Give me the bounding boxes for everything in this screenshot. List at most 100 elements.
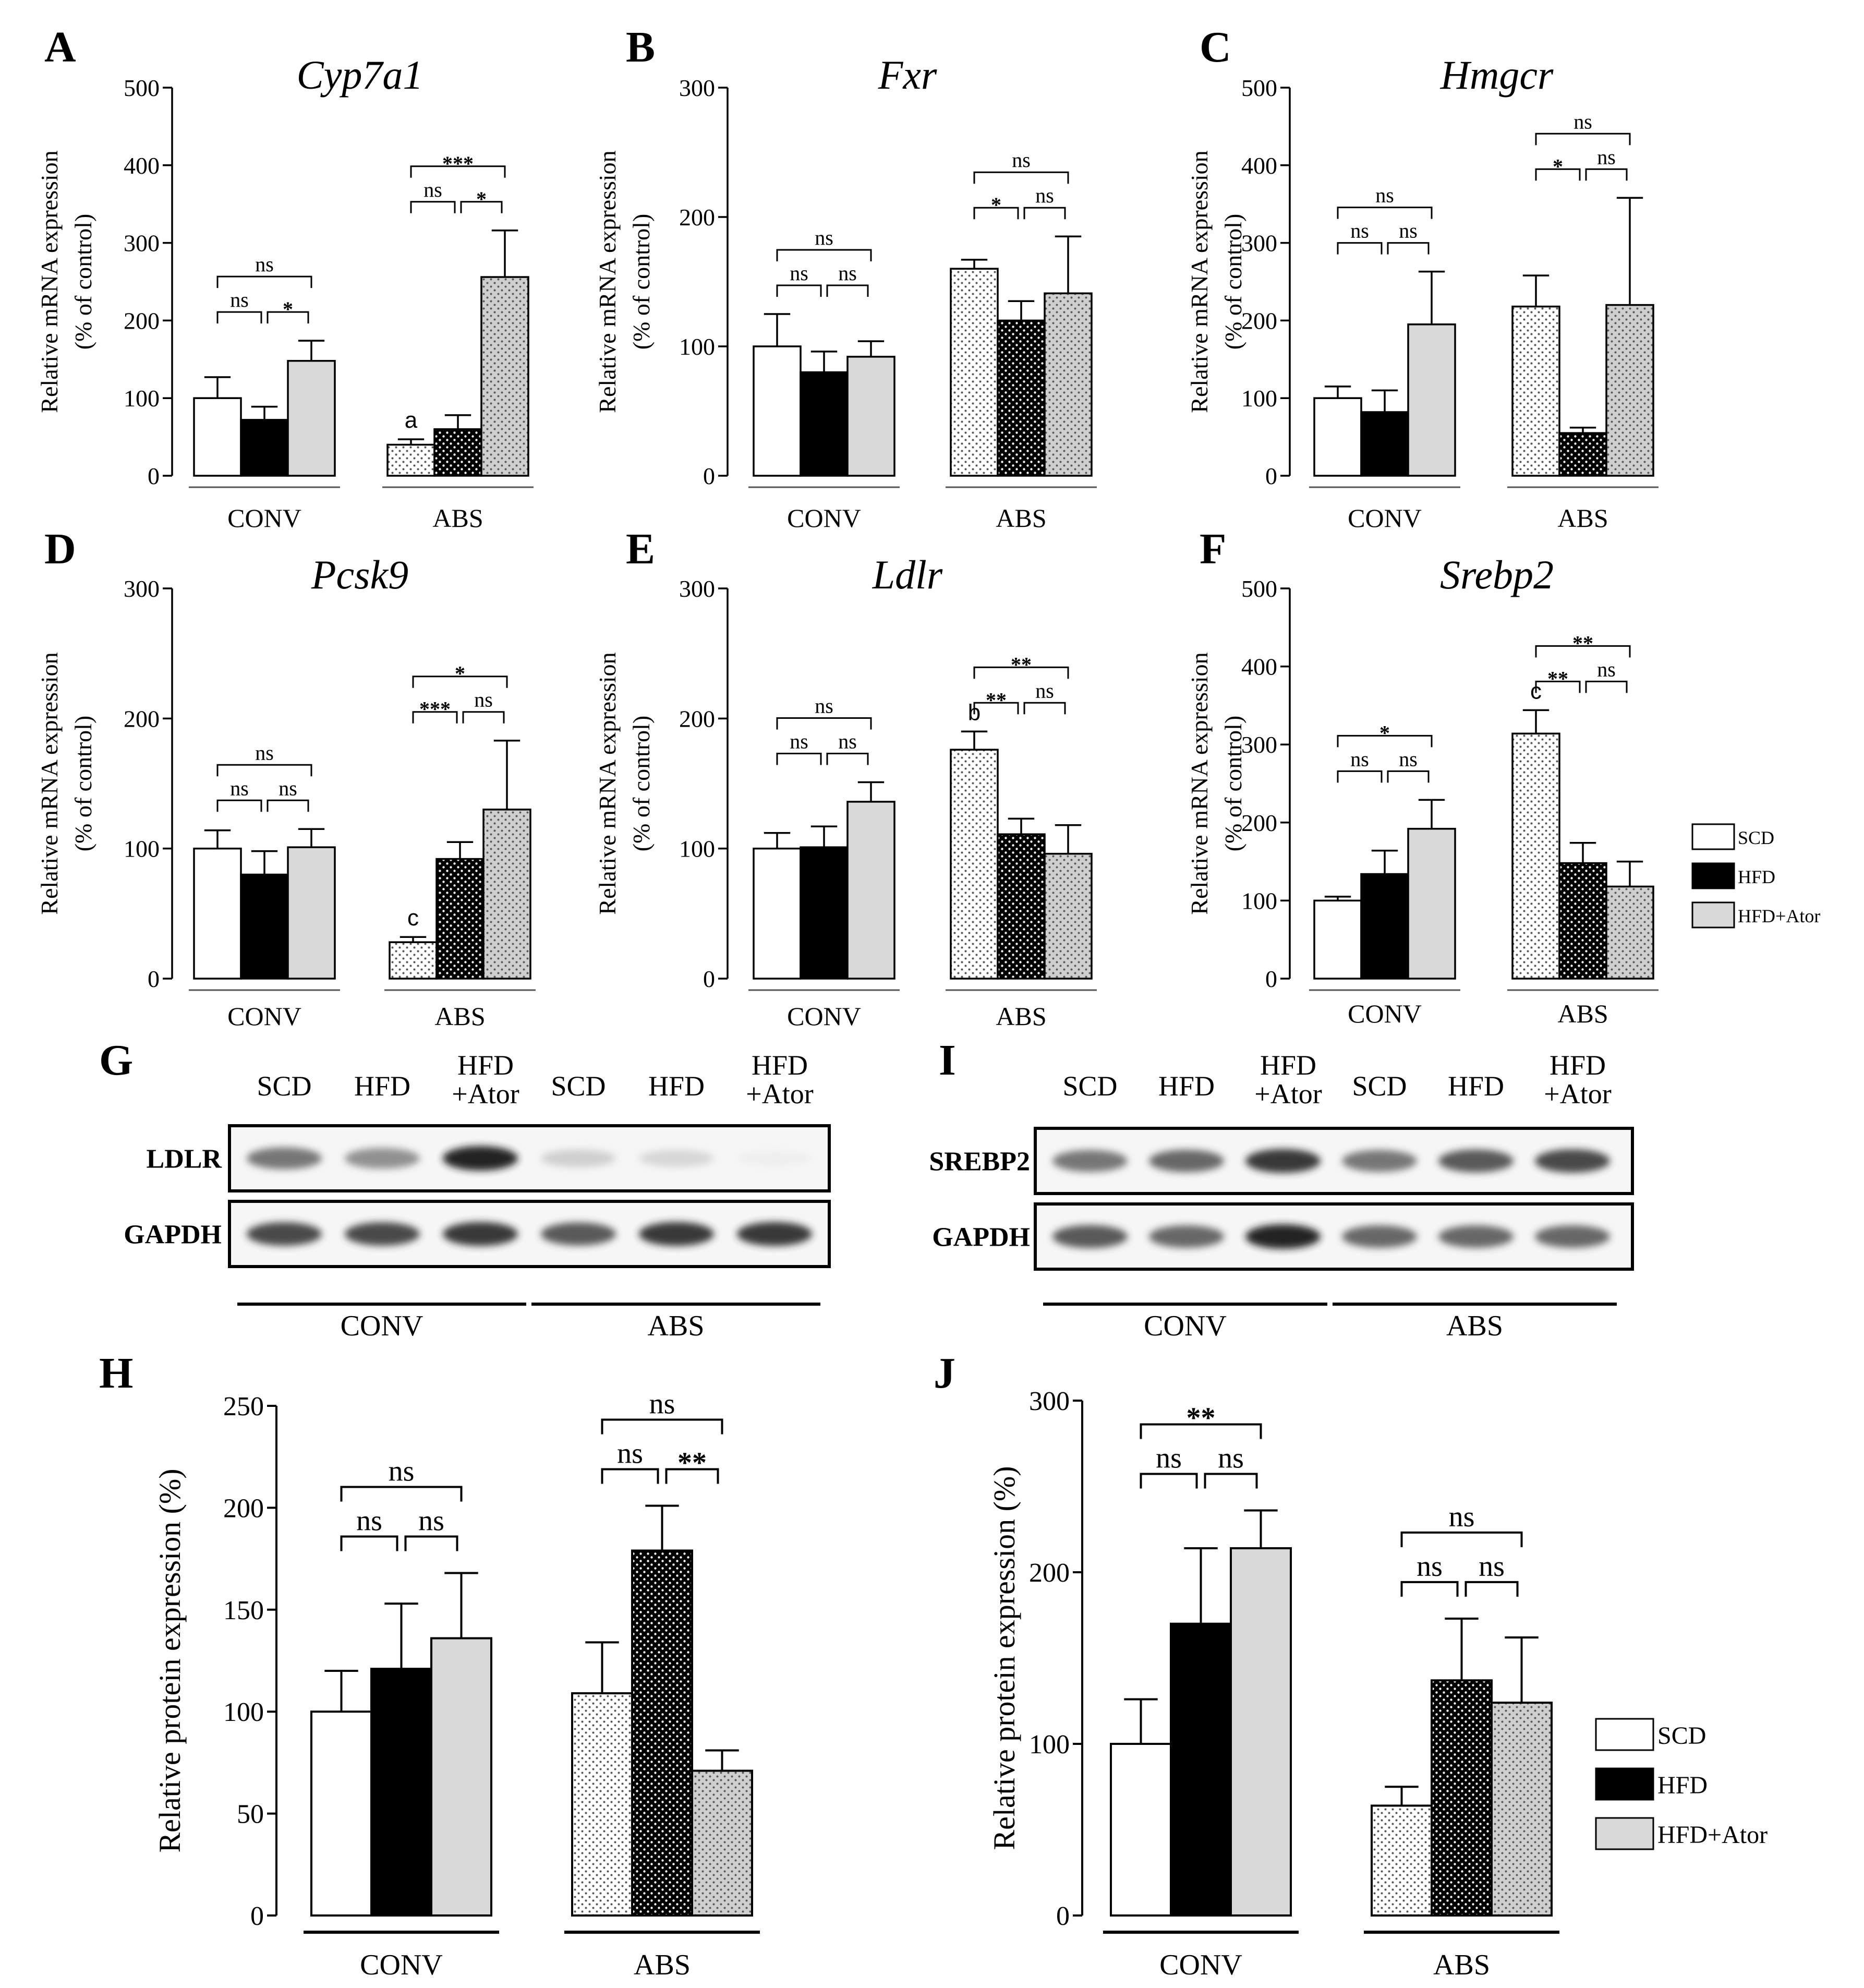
- blot-i-group-label-abs: ABS: [1446, 1310, 1503, 1342]
- panel-a-bracket-5: [410, 165, 506, 178]
- blot-i-letter: I: [939, 1036, 956, 1085]
- blot-i-band-srebp2-4: [1438, 1149, 1514, 1173]
- blot-i-band-gapdh-5: [1535, 1225, 1610, 1248]
- blot-i-band-srebp2-0: [1052, 1150, 1128, 1172]
- panel-f-sig-label-5: **: [1572, 631, 1593, 655]
- panel-j-sig-label-4: ns: [1479, 1550, 1505, 1583]
- panel-h-sig-label-5: ns: [649, 1388, 675, 1420]
- panel-d-sig-label-5: *: [455, 662, 465, 685]
- panel-d-bar-letter-0: c: [407, 905, 419, 931]
- panel-e-sig-label-2: ns: [815, 694, 833, 718]
- panel-a-bar-scd-conv: [193, 397, 242, 477]
- panel-j-tick-label-1: 100: [1029, 1730, 1070, 1760]
- panel-a-bracket-0: [216, 311, 262, 324]
- legend-label-hfd: HFD: [1738, 866, 1775, 887]
- panel-c-sig-label-1: ns: [1399, 219, 1418, 243]
- panel-d-tick-label-1: 100: [124, 836, 160, 862]
- blot-i-row-box-srebp2: [1034, 1127, 1634, 1195]
- panel-e-bracket-2: [776, 717, 872, 730]
- panel-j-bar-hfd-ator-abs: [1491, 1702, 1553, 1917]
- panel-e-ylabel-2: (% of control): [628, 716, 655, 852]
- legend-swatch-scd: [1691, 823, 1735, 850]
- panel-e-bar-scd-abs: [950, 749, 999, 980]
- panel-e-bracket-4: [1023, 702, 1066, 715]
- panel-a: A Cyp7a1 0 100 200 300 400 500 Relative mRNA exp…: [36, 23, 534, 533]
- blot-i-lane-2-line1: HFD: [1260, 1050, 1316, 1081]
- blot-i-row-box-gapdh: [1034, 1202, 1634, 1271]
- panel-j-bar-hfd-abs: [1431, 1679, 1493, 1917]
- panel-b-letter: B: [626, 23, 655, 71]
- panel-d-sig-label-4: ns: [474, 688, 493, 712]
- panel-b-bracket-2: [776, 249, 872, 261]
- panel-c-tick-label-3: 300: [1241, 230, 1277, 257]
- panel-e-bracket-3: [973, 702, 1019, 715]
- panel-c-bar-scd-conv: [1313, 397, 1362, 477]
- panel-b-title: Fxr: [878, 52, 937, 98]
- panel-c-sig-label-3: *: [1553, 154, 1563, 178]
- panel-f-ylabel-1: Relative mRNA expression: [1186, 652, 1213, 914]
- blot-g-band-gapdh-1: [345, 1222, 420, 1246]
- panel-b-sig-label-0: ns: [790, 261, 808, 285]
- panel-h-bracket-0: [340, 1535, 398, 1551]
- panel-f-bracket-3: [1535, 680, 1581, 693]
- panel-a-sig-label-4: *: [476, 187, 487, 211]
- panel-f-sig-label-3: **: [1547, 667, 1568, 690]
- panel-j-group-label-conv: CONV: [1159, 1949, 1242, 1981]
- panel-d-bar-scd-conv: [193, 847, 242, 980]
- panel-e-bar-scd-conv: [753, 847, 802, 980]
- panel-h-sig-label-1: ns: [418, 1504, 444, 1537]
- panel-h-ylabel: Relative protein expression (%): [153, 1468, 187, 1852]
- blot-g-row-box-ldlr: [228, 1124, 831, 1192]
- panel-a-bracket-2: [216, 275, 312, 288]
- panel-j-bar-hfd-conv: [1170, 1622, 1232, 1917]
- panel-c-bracket-5: [1535, 132, 1631, 146]
- panel-c-sig-label-4: ns: [1597, 145, 1616, 168]
- panel-f-sig-label-0: ns: [1350, 747, 1369, 770]
- blot-i-band-srebp2-3: [1342, 1150, 1417, 1172]
- panel-b-group-label-conv: CONV: [787, 503, 861, 533]
- panel-h-tick-label-3: 150: [223, 1596, 264, 1625]
- blot-i-row-label-gapdh: GAPDH: [932, 1223, 1030, 1252]
- panel-e-tick-label-0: 0: [703, 966, 715, 992]
- panel-a-bar-hfd-ator-conv: [287, 360, 336, 477]
- panel-b-group-label-abs: ABS: [996, 503, 1046, 533]
- panel-e-sig-label-3: **: [986, 688, 1007, 712]
- panel-d-sig-label-3: ***: [419, 697, 451, 721]
- panel-a-bracket-1: [267, 311, 309, 324]
- panel-a-ylabel-2: (% of control): [70, 214, 96, 350]
- panel-h-sig-label-2: ns: [389, 1455, 415, 1487]
- blot-i-row-label-srebp2: SREBP2: [929, 1147, 1030, 1177]
- panel-b-tick-label-0: 0: [703, 463, 715, 489]
- blot-g-band-ldlr-1: [345, 1148, 420, 1169]
- legend-protein: SCD HFD HFD+Ator: [1595, 1718, 1768, 1850]
- blot-i-band-srebp2-1: [1149, 1150, 1224, 1172]
- panel-d-tick-label-3: 300: [124, 575, 160, 602]
- panel-a-tick-label-4: 400: [124, 152, 160, 179]
- panel-d-title: Pcsk9: [311, 552, 408, 597]
- panel-j-tick-label-0: 0: [1056, 1901, 1070, 1931]
- panel-h-bar-scd-conv: [310, 1710, 372, 1917]
- panel-b-sig-label-5: ns: [1012, 148, 1031, 172]
- panel-a-tick-label-1: 100: [124, 385, 160, 412]
- panel-b-bracket-4: [1023, 207, 1066, 220]
- panel-f-sig-label-1: ns: [1399, 747, 1418, 770]
- legend-label-scd: SCD: [1738, 827, 1774, 848]
- panel-f-bar-hfd-ator-abs: [1605, 885, 1654, 980]
- panel-f-tick-label-2: 200: [1241, 810, 1277, 836]
- panel-j-tick-label-2: 200: [1029, 1558, 1070, 1588]
- panel-d-bracket-3: [412, 711, 458, 724]
- panel-h-bracket-2: [340, 1486, 463, 1502]
- panel-a-sig-label-2: ns: [255, 252, 274, 276]
- panel-j-sig-label-5: ns: [1449, 1501, 1475, 1533]
- panel-b-bar-scd-conv: [753, 345, 802, 477]
- panel-c-group-label-conv: CONV: [1348, 503, 1422, 533]
- panel-c-bar-hfd-ator-conv: [1407, 323, 1456, 477]
- panel-h: H 0 50 100 150 200 250 Relative protein express…: [99, 1349, 760, 1981]
- panel-h-tick-label-0: 0: [250, 1901, 264, 1931]
- panel-c-bar-hfd-ator-abs: [1605, 304, 1654, 477]
- blot-i-lane-0-label: SCD: [1062, 1070, 1117, 1102]
- legend-protein-label-hfd-ator: HFD+Ator: [1657, 1821, 1768, 1849]
- blot-i-band-gapdh-3: [1342, 1225, 1417, 1248]
- panel-b-bracket-3: [973, 207, 1019, 220]
